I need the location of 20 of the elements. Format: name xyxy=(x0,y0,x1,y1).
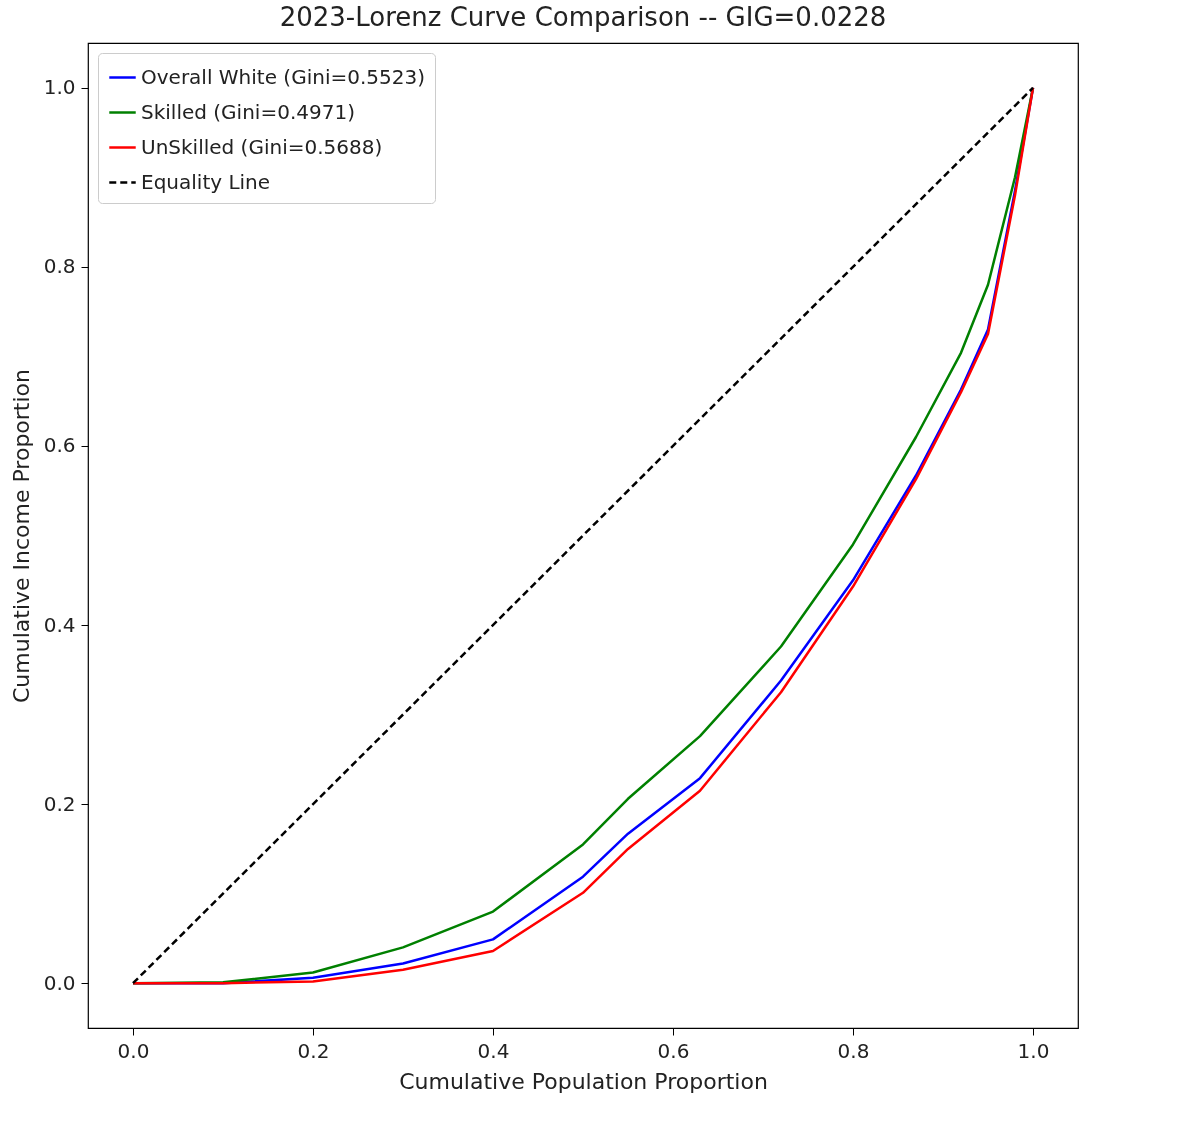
x-tick-label: 0.0 xyxy=(117,1038,150,1063)
legend-label: Overall White (Gini=0.5523) xyxy=(141,64,425,89)
legend-label: UnSkilled (Gini=0.5688) xyxy=(141,134,383,159)
legend-label: Skilled (Gini=0.4971) xyxy=(141,99,355,124)
x-tick-label: 0.2 xyxy=(297,1038,330,1063)
y-axis-title: Cumulative Income Proportion xyxy=(8,368,34,704)
chart-title: 2023-Lorenz Curve Comparison -- GIG=0.0228 xyxy=(279,2,887,32)
y-tick-label: 0.8 xyxy=(43,254,76,279)
x-tick-label: 0.6 xyxy=(657,1038,690,1063)
y-tick-label: 1.0 xyxy=(43,75,76,100)
x-tick-label: 1.0 xyxy=(1017,1038,1050,1063)
x-tick-label: 0.8 xyxy=(837,1038,870,1063)
legend-label: Equality Line xyxy=(141,169,271,194)
line-series xyxy=(131,86,1035,985)
x-axis-title: Cumulative Population Proportion xyxy=(399,1068,768,1094)
y-tick-label: 0.2 xyxy=(43,791,76,816)
x-tick-label: 0.4 xyxy=(477,1038,510,1063)
y-tick-label: 0.4 xyxy=(43,612,76,637)
y-tick-label: 0.0 xyxy=(43,970,76,995)
y-tick-label: 0.6 xyxy=(43,433,76,458)
